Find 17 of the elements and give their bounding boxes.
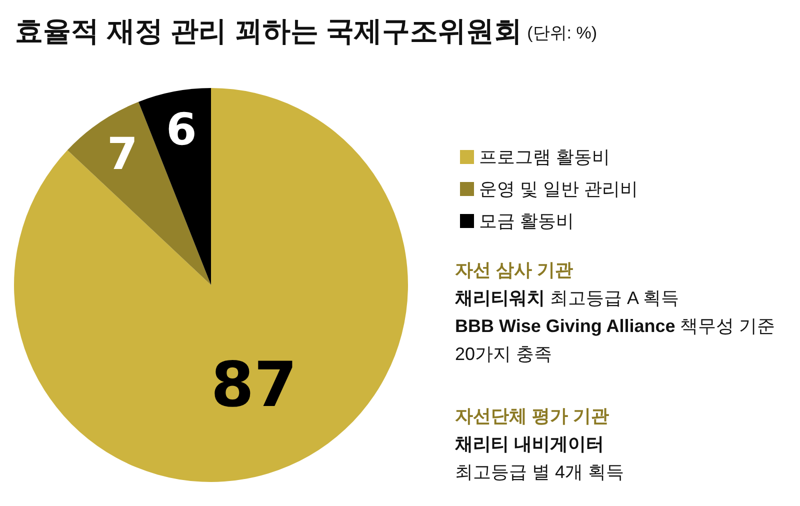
text: 책무성 기준 — [680, 316, 776, 336]
chart-subtitle: (단위: %) — [527, 24, 598, 42]
data-label: 6 — [166, 104, 197, 156]
text: 자선 삼사 기관 — [455, 260, 574, 280]
text: 최고등급 A 획득 — [550, 288, 680, 308]
text: 20가지 충족 — [455, 344, 552, 364]
data-label: 87 — [210, 348, 298, 421]
data-label: 7 — [107, 129, 138, 180]
text: 채리티워치 — [455, 288, 545, 308]
text: 자선단체 평가 기관 — [455, 406, 610, 426]
text: BBB Wise Giving Alliance — [455, 316, 676, 336]
legend-label: 모금 활동비 — [479, 211, 574, 231]
legend-label: 프로그램 활동비 — [479, 147, 610, 167]
text: 최고등급 별 4개 획득 — [455, 462, 624, 482]
chart-title: 효율적 재정 관리 꾀하는 국제구조위원회 — [15, 16, 522, 46]
text: 채리티 내비게이터 — [455, 434, 604, 454]
legend-label: 운영 및 일반 관리비 — [479, 179, 638, 199]
